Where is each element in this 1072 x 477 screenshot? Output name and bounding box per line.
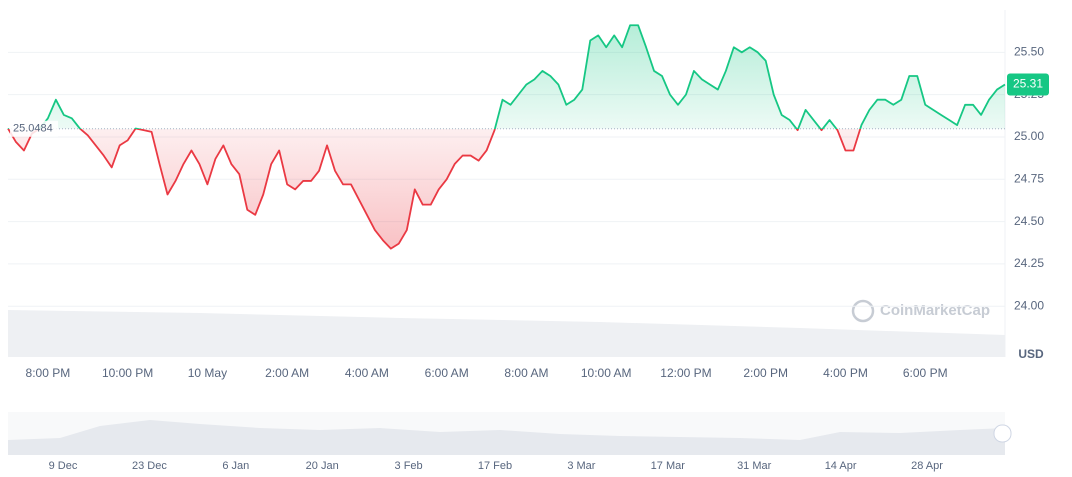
price-area xyxy=(8,25,1005,249)
navigator-label: 9 Dec xyxy=(49,460,78,472)
navigator-label: 17 Feb xyxy=(478,460,512,472)
navigator-area xyxy=(8,420,1005,455)
x-tick-label: 10:00 AM xyxy=(581,366,632,380)
y-tick-label: 24.00 xyxy=(1014,298,1044,312)
price-badge-label: 25.31 xyxy=(1013,77,1043,91)
x-tick-label: 6:00 AM xyxy=(425,366,469,380)
x-tick-label: 12:00 PM xyxy=(660,366,711,380)
y-tick-label: 24.25 xyxy=(1014,256,1044,270)
navigator-label: 6 Jan xyxy=(222,460,249,472)
price-line xyxy=(7,24,1006,250)
y-tick-label: 24.50 xyxy=(1014,214,1044,228)
x-tick-label: 6:00 PM xyxy=(903,366,948,380)
volume-area xyxy=(8,310,1005,357)
x-tick-label: 4:00 PM xyxy=(823,366,868,380)
watermark-text: CoinMarketCap xyxy=(880,302,990,319)
navigator-label: 17 Mar xyxy=(651,460,686,472)
navigator-label: 20 Jan xyxy=(306,460,339,472)
x-tick-label: 2:00 AM xyxy=(265,366,309,380)
x-tick-label: 2:00 PM xyxy=(743,366,788,380)
navigator-label: 31 Mar xyxy=(737,460,772,472)
x-tick-label: 10 May xyxy=(188,366,227,380)
x-tick-label: 8:00 AM xyxy=(504,366,548,380)
baseline-label-bg xyxy=(10,120,58,137)
y-tick-label: 25.50 xyxy=(1014,44,1044,58)
navigator-handle[interactable] xyxy=(993,424,1012,443)
baseline-label: 25.0484 xyxy=(13,123,53,135)
navigator-label: 28 Apr xyxy=(911,460,943,472)
watermark: CoinMarketCap xyxy=(851,299,990,323)
navigator-label: 23 Dec xyxy=(132,460,167,472)
y-tick-label: 25.00 xyxy=(1014,129,1044,143)
x-tick-label: 8:00 PM xyxy=(26,366,71,380)
y-tick-label: 24.75 xyxy=(1014,171,1044,185)
currency-label: USD xyxy=(1018,347,1044,361)
navigator-label: 14 Apr xyxy=(825,460,857,472)
x-tick-label: 10:00 PM xyxy=(102,366,153,380)
x-tick-label: 4:00 AM xyxy=(345,366,389,380)
price-badge xyxy=(1007,73,1049,96)
navigator-label: 3 Feb xyxy=(395,460,423,472)
navigator-label: 3 Mar xyxy=(567,460,595,472)
